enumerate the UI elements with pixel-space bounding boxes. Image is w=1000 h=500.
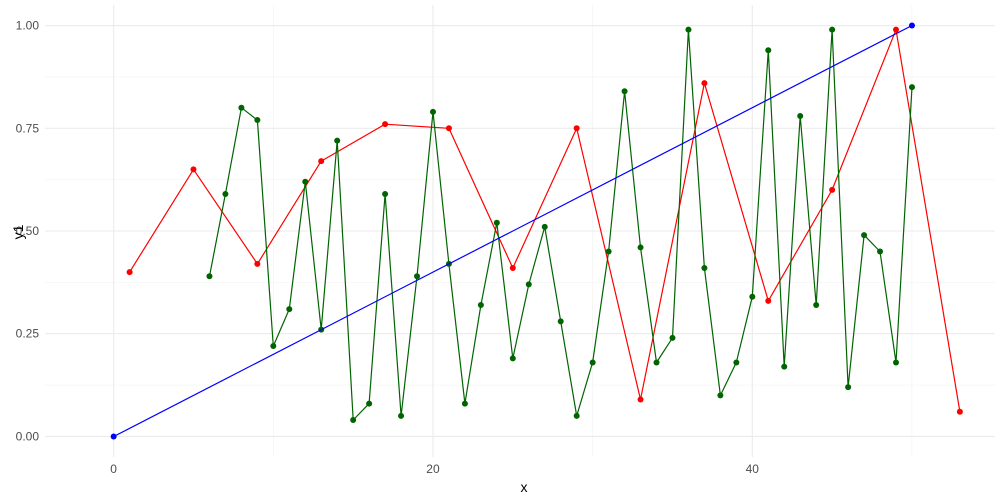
data-point bbox=[350, 417, 357, 424]
data-point bbox=[414, 273, 421, 280]
data-point bbox=[461, 400, 468, 407]
data-point bbox=[589, 359, 596, 366]
data-point bbox=[956, 408, 963, 415]
data-point bbox=[605, 248, 612, 255]
data-point bbox=[126, 269, 133, 276]
data-point bbox=[685, 26, 692, 33]
data-point bbox=[877, 248, 884, 255]
y-tick-label: 1.00 bbox=[16, 19, 40, 33]
data-point bbox=[893, 26, 900, 33]
series-layer bbox=[110, 22, 963, 440]
y-tick-label: 0.25 bbox=[16, 327, 40, 341]
data-point bbox=[653, 359, 660, 366]
data-point bbox=[493, 219, 500, 226]
data-point bbox=[525, 281, 532, 288]
data-point bbox=[541, 223, 548, 230]
x-tick-label: 40 bbox=[746, 462, 760, 476]
data-point bbox=[573, 125, 580, 132]
y-tick-label: 0.50 bbox=[16, 224, 40, 238]
data-point bbox=[445, 125, 452, 132]
data-point bbox=[509, 264, 516, 271]
data-point bbox=[717, 392, 724, 399]
data-point bbox=[270, 343, 277, 350]
data-point bbox=[781, 363, 788, 370]
data-point bbox=[893, 359, 900, 366]
data-point bbox=[254, 260, 261, 267]
tick-labels: 0 20 40 0.00 0.25 0.50 0.75 1.00 bbox=[16, 19, 760, 476]
series-line bbox=[113, 24, 913, 438]
data-point bbox=[829, 26, 836, 33]
y-tick-label: 0.75 bbox=[16, 121, 40, 135]
x-tick-label: 20 bbox=[426, 462, 440, 476]
data-point bbox=[302, 178, 309, 185]
data-point bbox=[318, 158, 325, 165]
data-point bbox=[190, 166, 197, 173]
data-point bbox=[557, 318, 564, 325]
data-point bbox=[509, 355, 516, 362]
data-point bbox=[765, 47, 772, 54]
data-point bbox=[908, 84, 915, 91]
data-point bbox=[286, 306, 293, 313]
data-point bbox=[637, 396, 644, 403]
data-point bbox=[813, 301, 820, 308]
data-point bbox=[829, 186, 836, 193]
series-group bbox=[110, 22, 915, 440]
data-point bbox=[621, 88, 628, 95]
data-point bbox=[254, 117, 261, 124]
y-axis-title: y1 bbox=[10, 224, 26, 239]
data-point bbox=[765, 297, 772, 304]
series-group bbox=[206, 26, 915, 424]
major-gridlines bbox=[45, 5, 995, 457]
data-point bbox=[238, 104, 245, 111]
data-point bbox=[908, 22, 915, 29]
data-point bbox=[845, 384, 852, 391]
data-point bbox=[637, 244, 644, 251]
data-point bbox=[398, 412, 405, 419]
data-point bbox=[701, 80, 708, 87]
data-point bbox=[749, 293, 756, 300]
data-point bbox=[797, 112, 804, 119]
x-axis-title: x bbox=[521, 479, 528, 495]
data-point bbox=[429, 108, 436, 115]
data-point bbox=[669, 334, 676, 341]
data-point bbox=[382, 121, 389, 128]
data-point bbox=[382, 191, 389, 198]
data-point bbox=[110, 433, 117, 440]
data-point bbox=[222, 191, 229, 198]
data-point bbox=[733, 359, 740, 366]
y-tick-label: 0.00 bbox=[16, 429, 40, 443]
data-point bbox=[366, 400, 373, 407]
x-tick-label: 0 bbox=[110, 462, 117, 476]
data-point bbox=[477, 301, 484, 308]
data-point bbox=[701, 264, 708, 271]
data-point bbox=[206, 273, 213, 280]
data-point bbox=[334, 137, 341, 144]
data-point bbox=[573, 412, 580, 419]
data-point bbox=[861, 232, 868, 239]
